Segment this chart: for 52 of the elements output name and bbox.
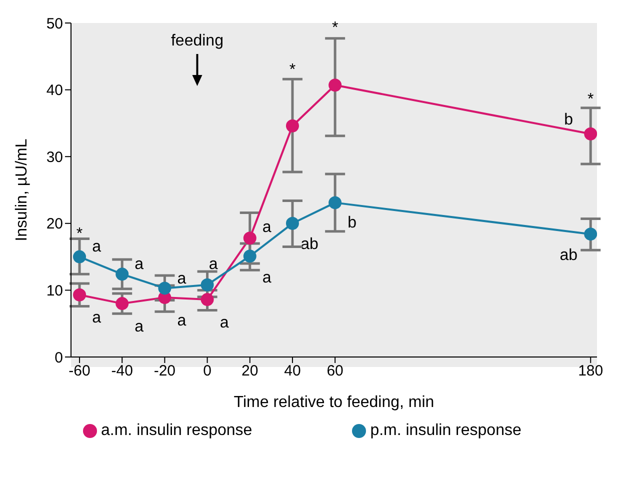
annotation: a: [134, 256, 144, 274]
annotation: a: [208, 256, 218, 274]
annotation: ab: [300, 236, 318, 253]
x-tick-label: -40: [111, 362, 133, 380]
annotation: a: [220, 314, 229, 332]
y-tick-label: 20: [46, 216, 63, 233]
point: [243, 232, 256, 245]
x-tick-label: -60: [68, 362, 90, 380]
point: [584, 127, 597, 140]
annotation: a: [92, 310, 102, 327]
point: [584, 228, 597, 241]
point: [158, 282, 172, 295]
annotation: *: [587, 90, 594, 108]
x-axis-title: Time relative to feeding, min: [234, 394, 434, 411]
annotation: b: [348, 214, 357, 232]
point: [328, 78, 342, 92]
y-tick-label: 0: [54, 349, 63, 366]
point: [200, 293, 214, 306]
y-tick-label: 50: [46, 15, 63, 32]
annotation: *: [76, 226, 83, 243]
legend-label: p.m. insulin response: [370, 422, 522, 439]
annotation: a: [262, 219, 272, 236]
x-tick-label: 180: [578, 362, 604, 380]
annotation: b: [564, 112, 574, 129]
y-axis-title: Insulin, µU/mL: [14, 138, 31, 242]
point: [73, 250, 86, 264]
point: [116, 297, 129, 310]
annotation: a: [134, 318, 144, 336]
x-tick-label: 60: [326, 362, 344, 380]
y-tick-label: 30: [46, 148, 63, 166]
point: [328, 196, 342, 210]
annotation: a: [262, 270, 272, 287]
annotation: *: [332, 19, 338, 36]
x-tick-label: 0: [203, 362, 212, 380]
annotation: a: [177, 270, 186, 288]
x-tick-label: -20: [154, 362, 176, 380]
x-tick-label: 20: [242, 362, 258, 380]
point: [243, 250, 256, 263]
legend-label: a.m. insulin response: [101, 422, 252, 439]
x-tick-label: 40: [284, 362, 301, 380]
point: [200, 278, 214, 292]
annotation: ab: [560, 246, 578, 264]
y-tick-label: 40: [46, 82, 63, 100]
annotation: *: [289, 61, 296, 78]
point: [116, 268, 129, 281]
annotation: a: [177, 312, 186, 330]
y-tick-label: 10: [46, 282, 63, 300]
annotation: feeding: [170, 32, 224, 50]
point: [286, 119, 299, 132]
point: [286, 216, 299, 230]
point: [73, 288, 86, 302]
annotation: a: [92, 238, 102, 256]
